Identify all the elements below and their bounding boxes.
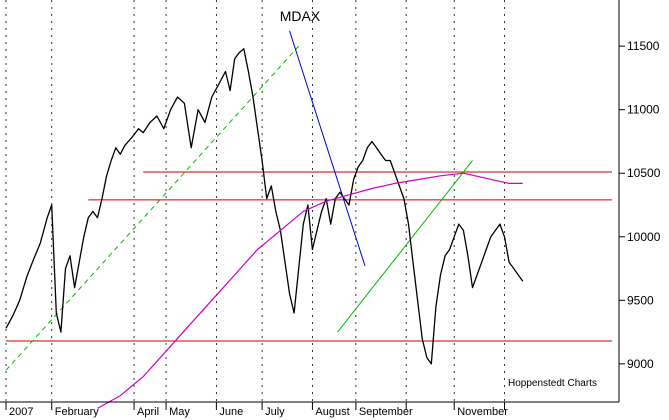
- source-credit: Hoppenstedt Charts: [508, 378, 597, 389]
- x-tick-label: April: [137, 406, 159, 418]
- reference-lines: [5, 30, 612, 371]
- series-lines: [5, 48, 524, 409]
- y-tick-label: 10000: [627, 230, 661, 244]
- x-tick-label: November: [457, 406, 508, 418]
- moving-average-line: [97, 172, 523, 409]
- y-tick-label: 11000: [627, 103, 660, 117]
- x-tick-label: February: [55, 406, 100, 418]
- x-tick-label: September: [359, 406, 413, 418]
- y-tick-label: 9500: [627, 293, 654, 307]
- trend-line: [289, 30, 366, 267]
- y-tick-label: 9000: [627, 357, 654, 371]
- chart-title: MDAX: [280, 8, 321, 24]
- y-tick-label: 10500: [627, 166, 661, 180]
- price-series-line: [5, 48, 524, 365]
- x-tick-label: July: [265, 406, 285, 418]
- trend-line: [5, 45, 300, 371]
- x-tick-label: June: [219, 406, 243, 418]
- y-axis: 9000 9500 10000 10500 11000 11500: [619, 39, 661, 371]
- x-tick-label: 2007: [9, 406, 33, 418]
- trend-line: [337, 160, 473, 333]
- y-tick-label: 11500: [627, 39, 660, 53]
- x-axis: 2007 February April May June July August Septem…: [5, 402, 508, 418]
- x-tick-label: May: [169, 406, 190, 418]
- x-tick-label: August: [315, 406, 349, 418]
